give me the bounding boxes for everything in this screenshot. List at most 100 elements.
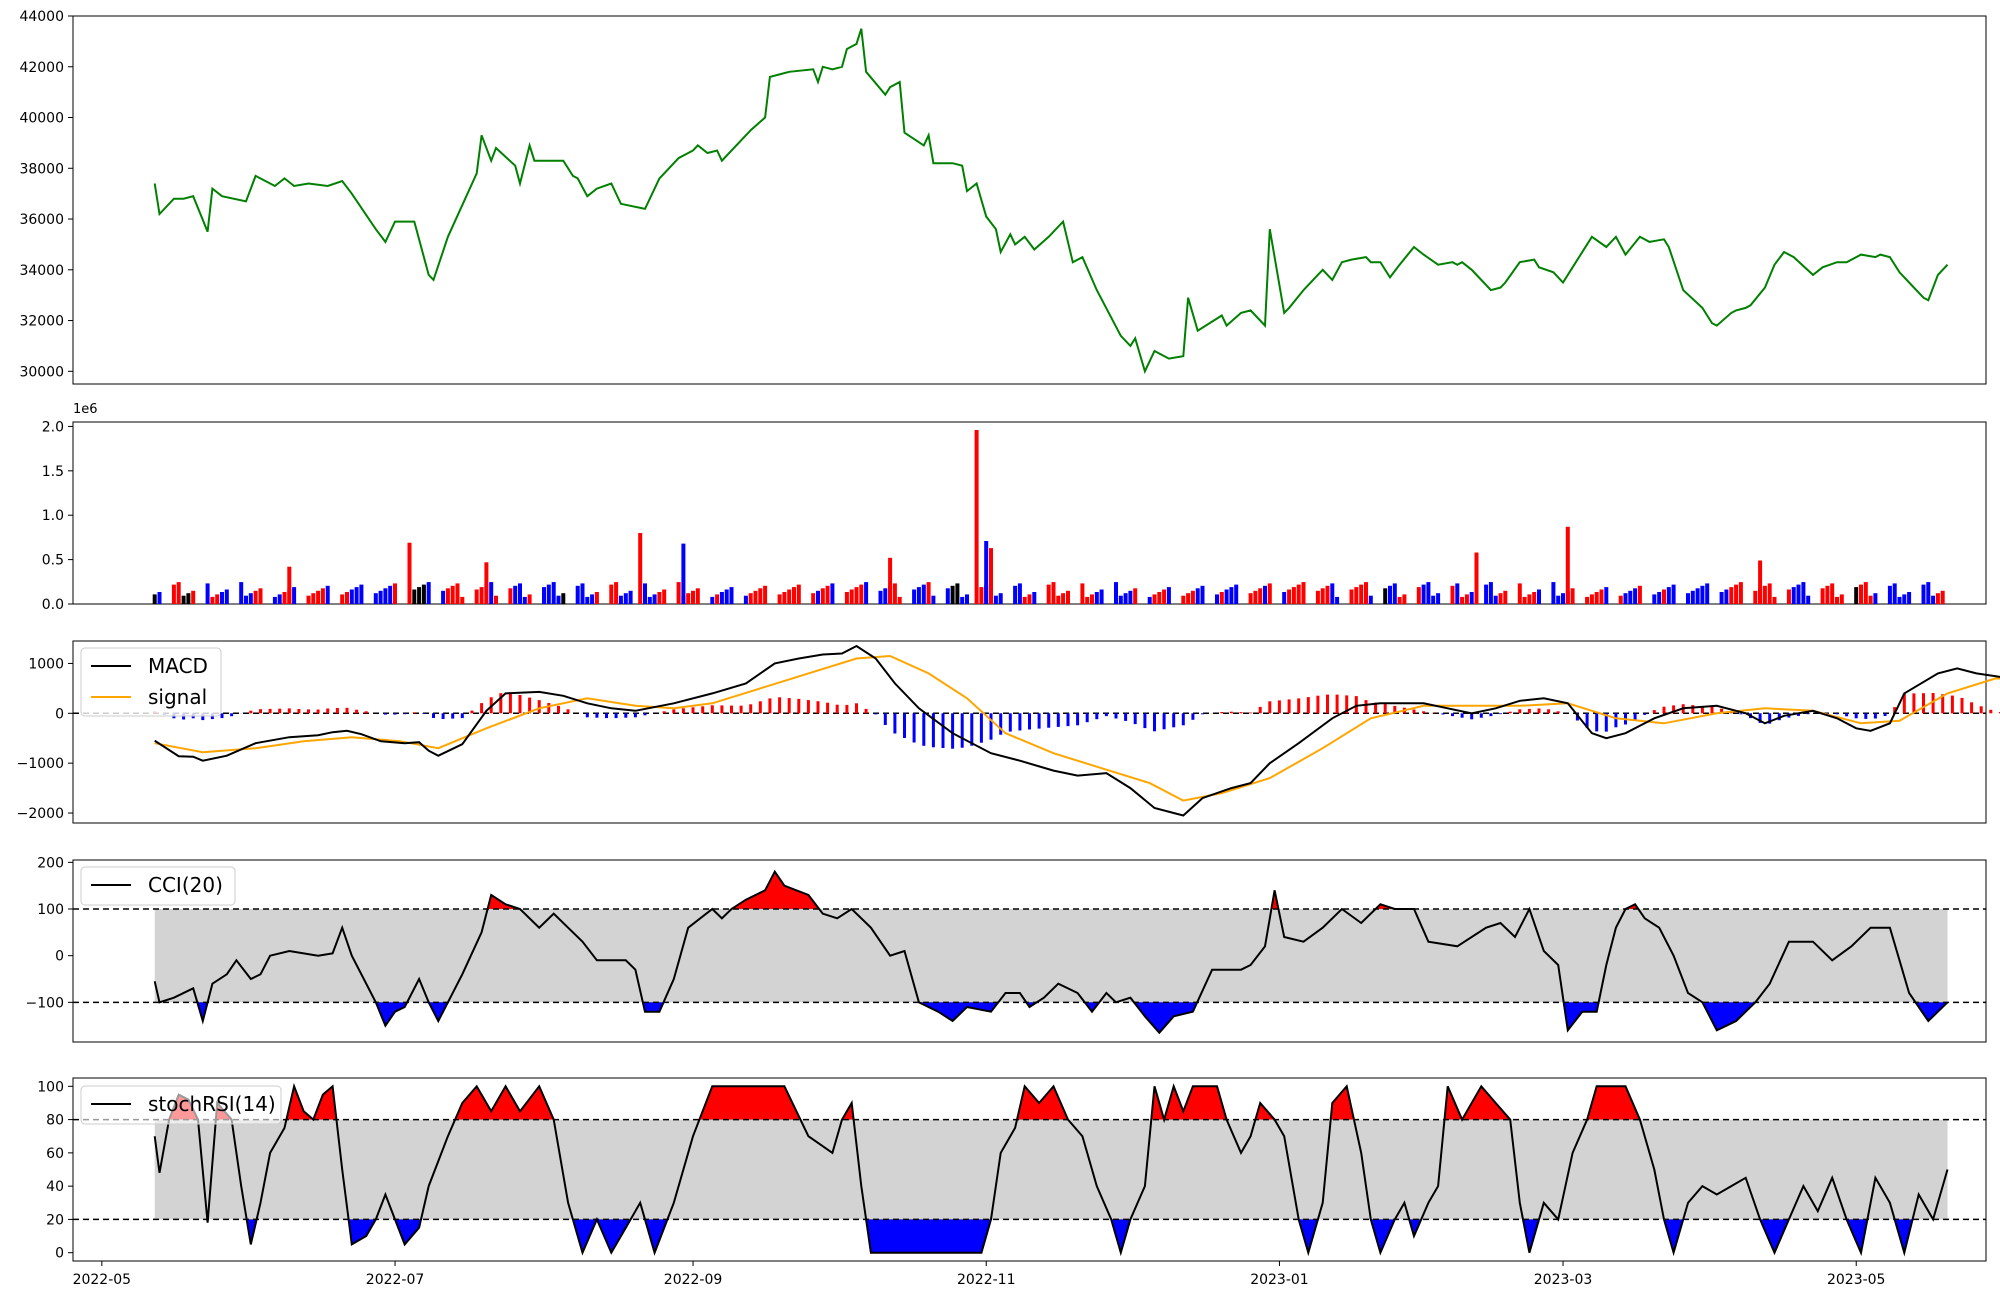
- macd-histogram-bar: [1662, 706, 1666, 714]
- stochrsi-ytick-label: 0: [55, 1246, 64, 1262]
- macd-histogram-bar: [1537, 708, 1541, 714]
- volume-bar: [489, 582, 494, 604]
- macd-histogram-bar: [345, 707, 349, 714]
- volume-bar: [383, 588, 388, 604]
- macd-histogram-bar: [672, 709, 676, 714]
- stochrsi-ytick-label: 80: [46, 1113, 64, 1129]
- macd-histogram-bar: [1652, 710, 1656, 714]
- macd-histogram-bar: [1527, 708, 1531, 714]
- macd-legend: MACD signal: [80, 647, 222, 717]
- volume-spike-bar: [989, 548, 993, 604]
- volume-bar: [1594, 592, 1599, 604]
- macd-histogram-bar: [787, 698, 791, 714]
- macd-histogram-bar: [883, 713, 887, 725]
- macd-histogram-bar: [1422, 711, 1426, 714]
- volume-bar: [724, 589, 729, 604]
- volume-bar: [1099, 589, 1104, 604]
- volume-ytick-label: 0.5: [42, 553, 64, 569]
- volume-bar: [676, 582, 681, 604]
- volume-bar: [643, 583, 647, 604]
- macd-histogram-bar: [335, 708, 339, 714]
- volume-bar: [1517, 583, 1522, 604]
- macd-histogram-bar: [624, 713, 628, 718]
- volume-bar: [417, 587, 422, 604]
- volume-bar: [1085, 596, 1090, 604]
- volume-bar: [522, 596, 527, 604]
- volume-bar: [306, 595, 311, 604]
- volume-bar: [1263, 585, 1267, 604]
- volume-bar: [455, 583, 460, 604]
- macd-histogram-bar: [1691, 705, 1695, 714]
- volume-bar: [1017, 583, 1022, 604]
- volume-bar: [1219, 592, 1224, 604]
- stochrsi-legend-label: stochRSI(14): [148, 1092, 276, 1116]
- volume-bar: [1128, 590, 1133, 604]
- macd-histogram-bar: [1700, 706, 1704, 714]
- macd-histogram-bar: [1547, 709, 1551, 714]
- stochrsi-oversold-fill: [246, 1219, 257, 1245]
- cci-oversold-fill: [1702, 1002, 1756, 1031]
- volume-bar: [1215, 594, 1219, 604]
- stochrsi-line: [153, 1082, 1949, 1257]
- volume-spike-bar: [1758, 560, 1763, 604]
- stochrsi-ytick-label: 60: [46, 1146, 64, 1162]
- volume-bar: [1066, 590, 1070, 604]
- macd-histogram-bar: [1499, 713, 1502, 715]
- volume-bar: [1013, 585, 1018, 604]
- volume-bar: [1147, 596, 1152, 604]
- price-ytick-label: 38000: [19, 161, 64, 177]
- macd-histogram-bar: [1672, 705, 1676, 714]
- volume-bar: [277, 594, 282, 604]
- volume-bar: [1940, 590, 1945, 604]
- volume-bar: [1484, 584, 1489, 604]
- macd-histogram-bar: [1595, 713, 1599, 732]
- stochrsi-ytick-label: 100: [37, 1079, 64, 1095]
- volume-bar: [1628, 590, 1633, 604]
- volume-bar: [811, 593, 816, 604]
- macd-histogram-bar: [1585, 713, 1589, 728]
- volume-bar: [1835, 596, 1839, 604]
- volume-bar: [320, 588, 325, 604]
- volume-bar: [998, 593, 1003, 604]
- volume-bar: [1200, 585, 1205, 604]
- volume-bar: [1686, 593, 1690, 604]
- cci-legend-label: CCI(20): [148, 873, 223, 897]
- macd-histogram-bar: [1354, 696, 1358, 714]
- volume-bar: [253, 590, 258, 604]
- volume-spike-bar: [681, 543, 686, 604]
- volume-bar: [1599, 589, 1604, 604]
- macd-histogram-bar: [1181, 713, 1185, 726]
- volume-bar: [1887, 585, 1892, 604]
- volume-bar: [1907, 592, 1912, 604]
- stochrsi-ytick-label: 40: [46, 1179, 64, 1195]
- macd-histogram-bar: [1854, 713, 1858, 719]
- stochrsi-oversold-fill: [1298, 1219, 1318, 1253]
- volume-bar: [349, 589, 354, 604]
- macd-histogram-bar: [1393, 705, 1397, 714]
- price-line: [153, 28, 1949, 375]
- stochrsi-oversold-fill: [1760, 1219, 1789, 1253]
- volume-bar: [1921, 584, 1926, 604]
- macd-histogram-bar: [259, 709, 262, 714]
- volume-bar: [378, 590, 383, 604]
- macd-histogram-bar: [720, 705, 724, 714]
- macd-histogram-bar: [730, 705, 733, 714]
- macd-histogram-bar: [480, 703, 484, 714]
- volume-bar: [1118, 595, 1123, 604]
- volume-ytick-label: 2.0: [42, 419, 64, 435]
- macd-histogram-bar: [1124, 713, 1128, 721]
- volume-bar: [1863, 582, 1868, 604]
- stochrsi-oversold-fill: [1111, 1219, 1131, 1253]
- volume-bar: [513, 585, 518, 604]
- macd-histogram-bar: [1383, 704, 1387, 714]
- volume-bar: [1561, 593, 1565, 604]
- macd-histogram-bar: [287, 708, 291, 714]
- volume-spike-bar: [984, 541, 989, 604]
- cci-panel-frame: [72, 859, 1987, 1043]
- volume-bar: [1388, 585, 1392, 604]
- macd-histogram-bar: [1364, 700, 1368, 714]
- volume-bar: [1152, 594, 1157, 604]
- volume-bar: [1537, 589, 1541, 604]
- volume-bar: [945, 588, 950, 604]
- macd-histogram-bar: [1441, 713, 1445, 715]
